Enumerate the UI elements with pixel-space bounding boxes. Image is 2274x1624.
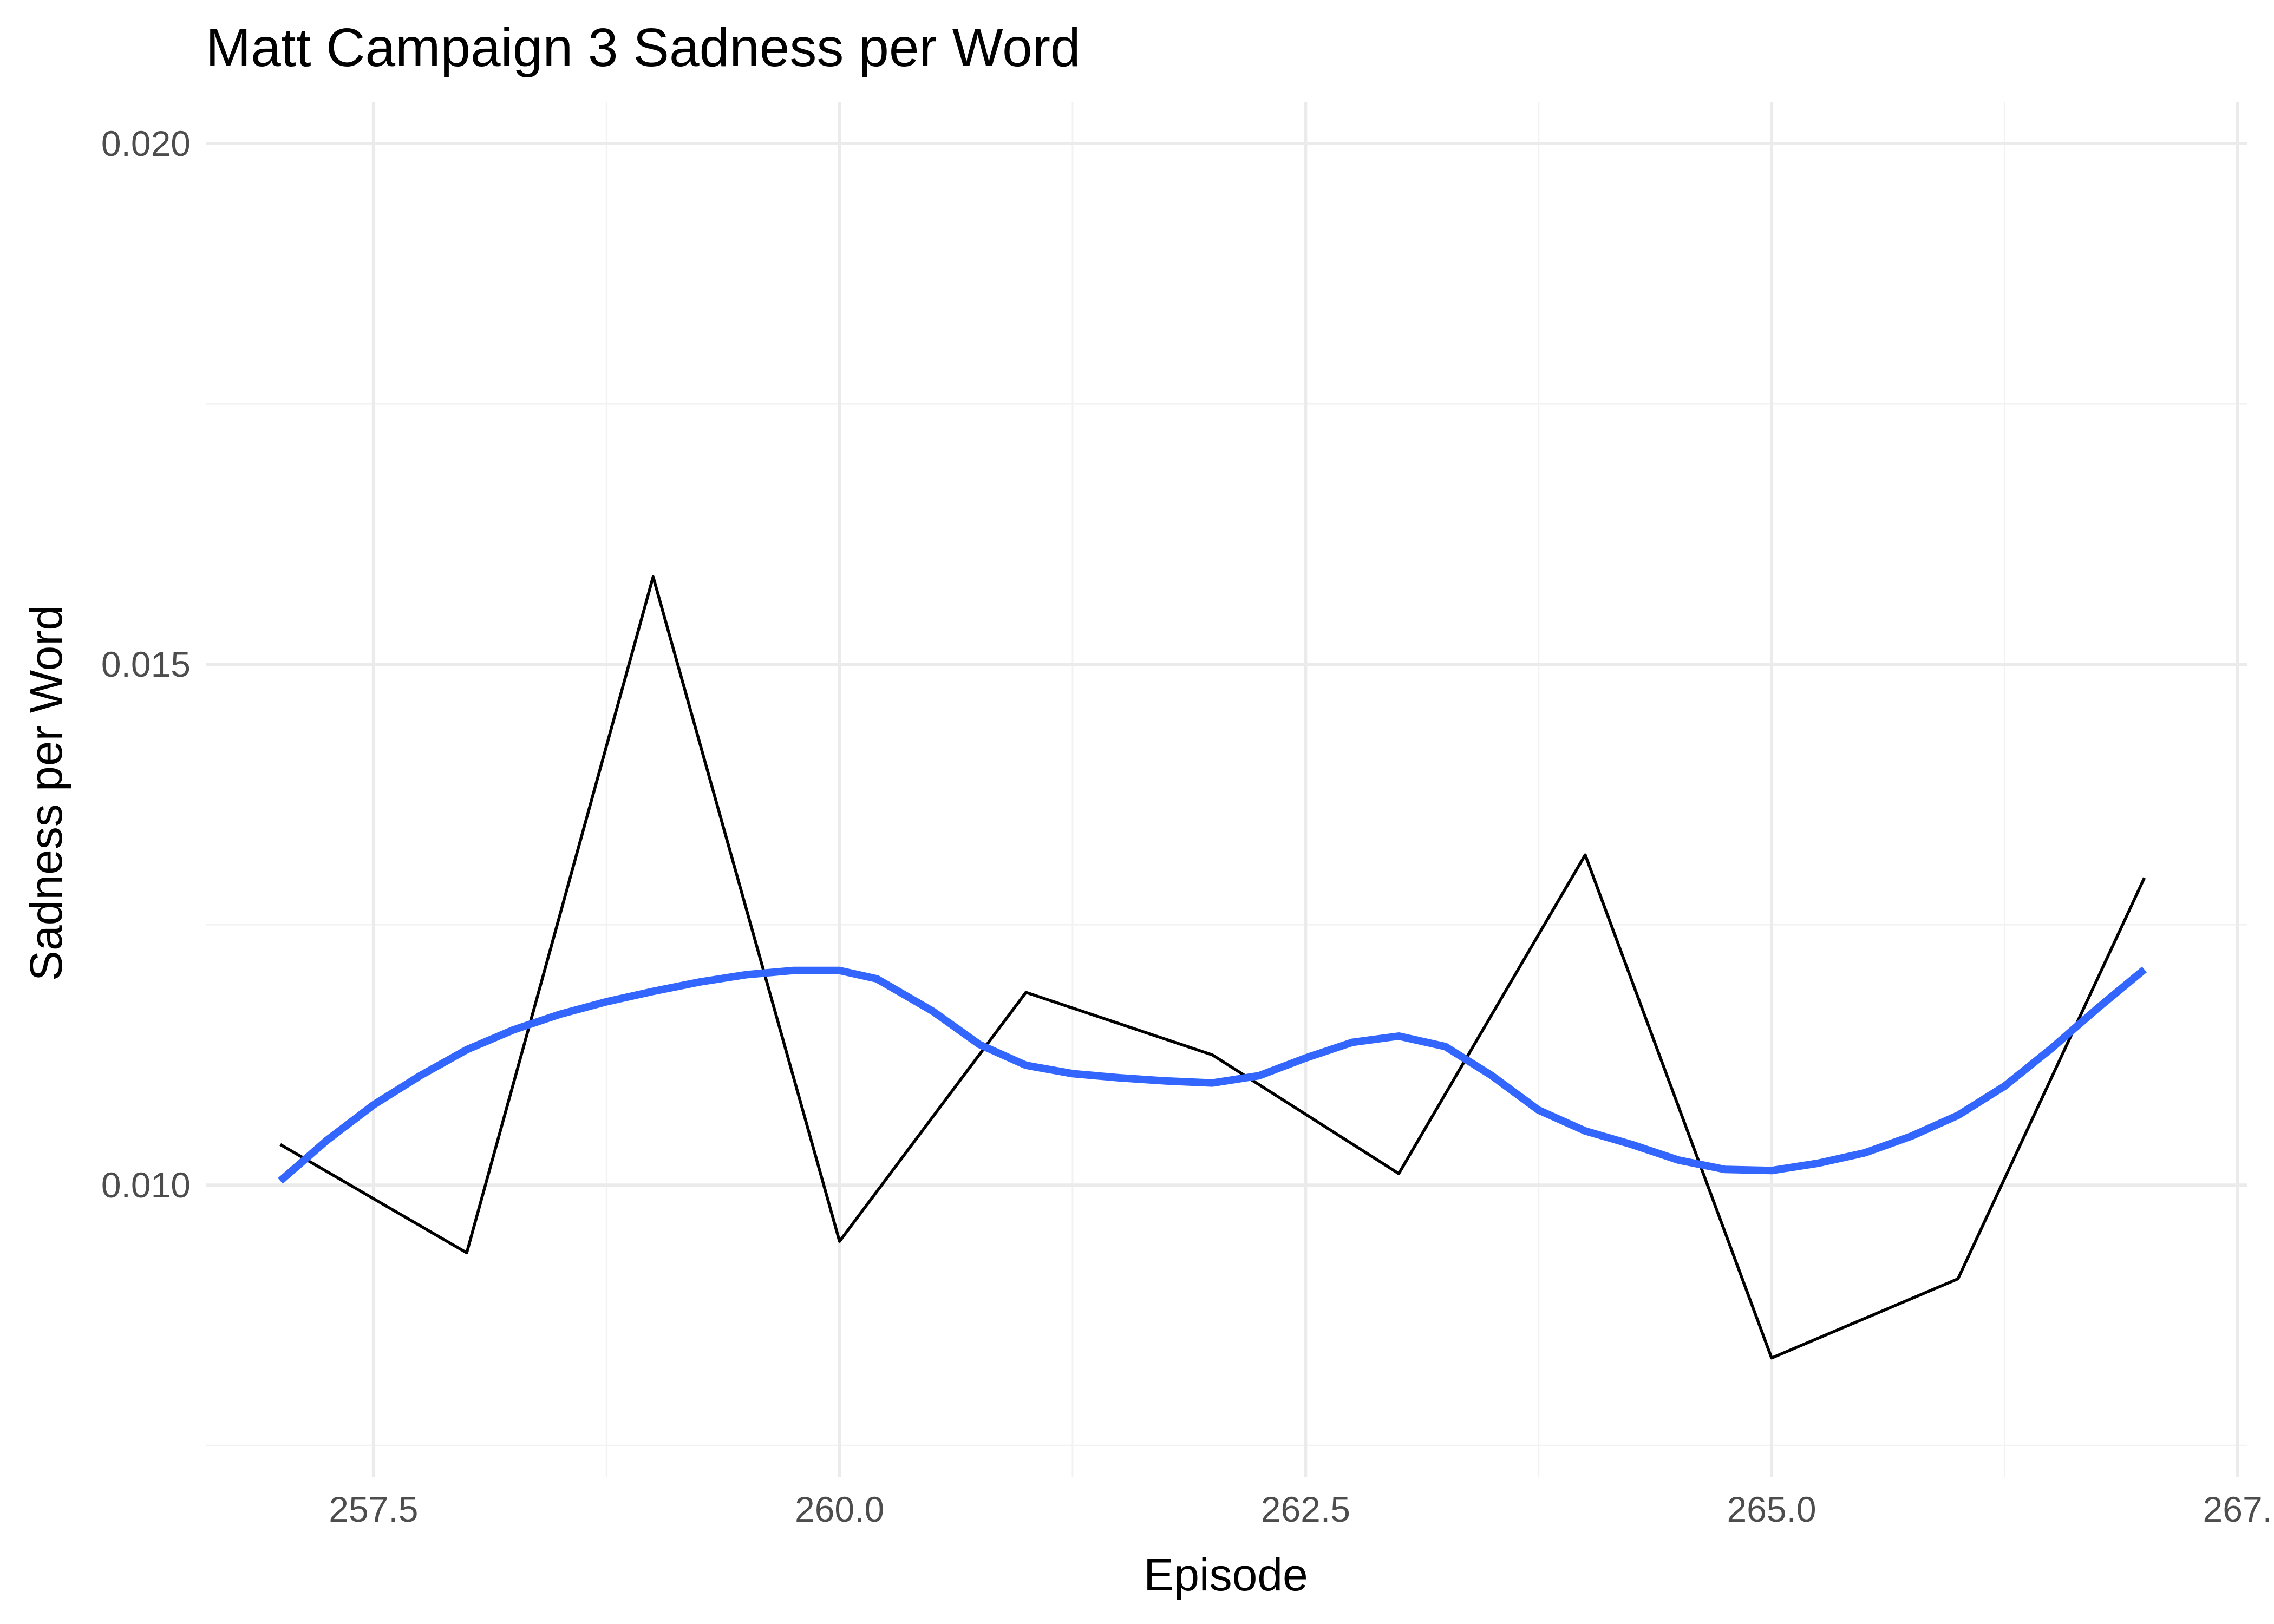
- y-tick-labels: 0.010 0.015 0.020: [101, 123, 191, 1205]
- chart-title: Matt Campaign 3 Sadness per Word: [206, 17, 1081, 78]
- series-line-smoothed: [278, 966, 2147, 1184]
- x-tick-label: 262.5: [1261, 1489, 1350, 1529]
- y-tick-label: 0.015: [101, 644, 191, 684]
- y-tick-label: 0.010: [101, 1165, 191, 1205]
- series-layer: [278, 575, 2147, 1360]
- minor-y-gridlines: [206, 403, 2247, 1446]
- x-tick-label: 257.5: [329, 1489, 418, 1529]
- y-axis-title: Sadness per Word: [21, 605, 71, 981]
- x-tick-labels: 257.5 260.0 262.5 265.0 267.: [329, 1489, 2272, 1529]
- minor-x-gridlines: [605, 102, 2005, 1477]
- x-tick-label: 265.0: [1727, 1489, 1816, 1529]
- x-tick-label: 267.: [2203, 1489, 2272, 1529]
- series-line-raw: [279, 575, 2146, 1360]
- major-x-gridlines: [371, 102, 2239, 1477]
- x-axis-title: Episode: [1143, 1549, 1308, 1600]
- y-tick-label: 0.020: [101, 123, 191, 163]
- major-y-gridlines: [206, 141, 2247, 1187]
- x-tick-label: 260.0: [795, 1489, 884, 1529]
